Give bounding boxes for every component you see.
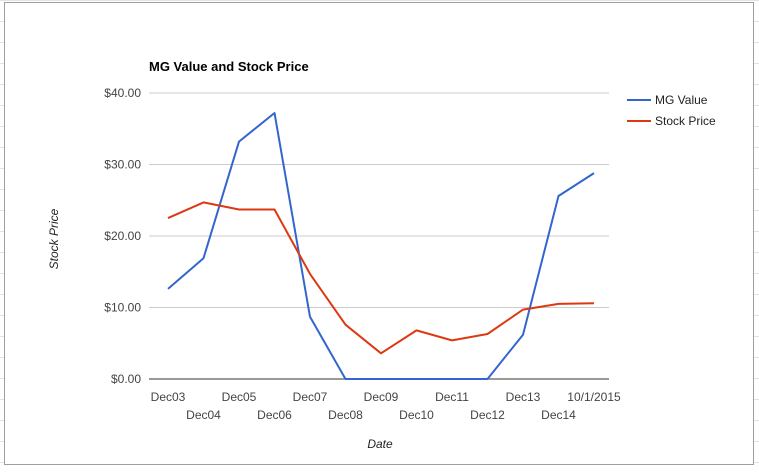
series-line-1: [167, 201, 595, 355]
line-chart: MG Value and Stock Price $0.00 $10.00 $20.…: [47, 59, 716, 451]
gridlines: [149, 92, 609, 380]
x-tick-label: Dec09: [364, 390, 399, 404]
legend-label: Stock Price: [655, 114, 716, 128]
x-tick-label: 10/1/2015: [567, 390, 621, 404]
x-tick-label: Dec04: [186, 408, 221, 422]
legend: MG Value Stock Price: [627, 93, 716, 128]
x-tick-label: Dec12: [470, 408, 505, 422]
chart-title: MG Value and Stock Price: [149, 59, 309, 74]
series-lines: [167, 112, 595, 380]
y-tick-label: $10.00: [104, 301, 141, 315]
y-tick-label: $0.00: [111, 372, 141, 386]
x-tick-label: Dec06: [257, 408, 292, 422]
x-tick-label: Dec03: [151, 390, 186, 404]
y-axis-title: Stock Price: [47, 208, 61, 269]
chart-container[interactable]: MG Value and Stock Price $0.00 $10.00 $20.…: [4, 2, 754, 465]
x-tick-label: Dec05: [222, 390, 257, 404]
series-line-0: [167, 112, 595, 380]
x-tick-label: Dec08: [328, 408, 363, 422]
x-tick-label: Dec11: [435, 390, 469, 404]
y-tick-label: $30.00: [104, 158, 141, 172]
x-tick-label: Dec14: [541, 408, 576, 422]
x-tick-label: Dec10: [399, 408, 434, 422]
legend-label: MG Value: [655, 93, 708, 107]
y-tick-label: $20.00: [104, 229, 141, 243]
x-axis-ticks: Dec03Dec04Dec05Dec06Dec07Dec08Dec09Dec10…: [151, 390, 621, 422]
y-axis-ticks: $0.00 $10.00 $20.00 $30.00 $40.00: [104, 86, 141, 386]
x-axis-title: Date: [367, 437, 393, 451]
x-tick-label: Dec13: [506, 390, 541, 404]
y-tick-label: $40.00: [104, 86, 141, 100]
x-tick-label: Dec07: [293, 390, 328, 404]
